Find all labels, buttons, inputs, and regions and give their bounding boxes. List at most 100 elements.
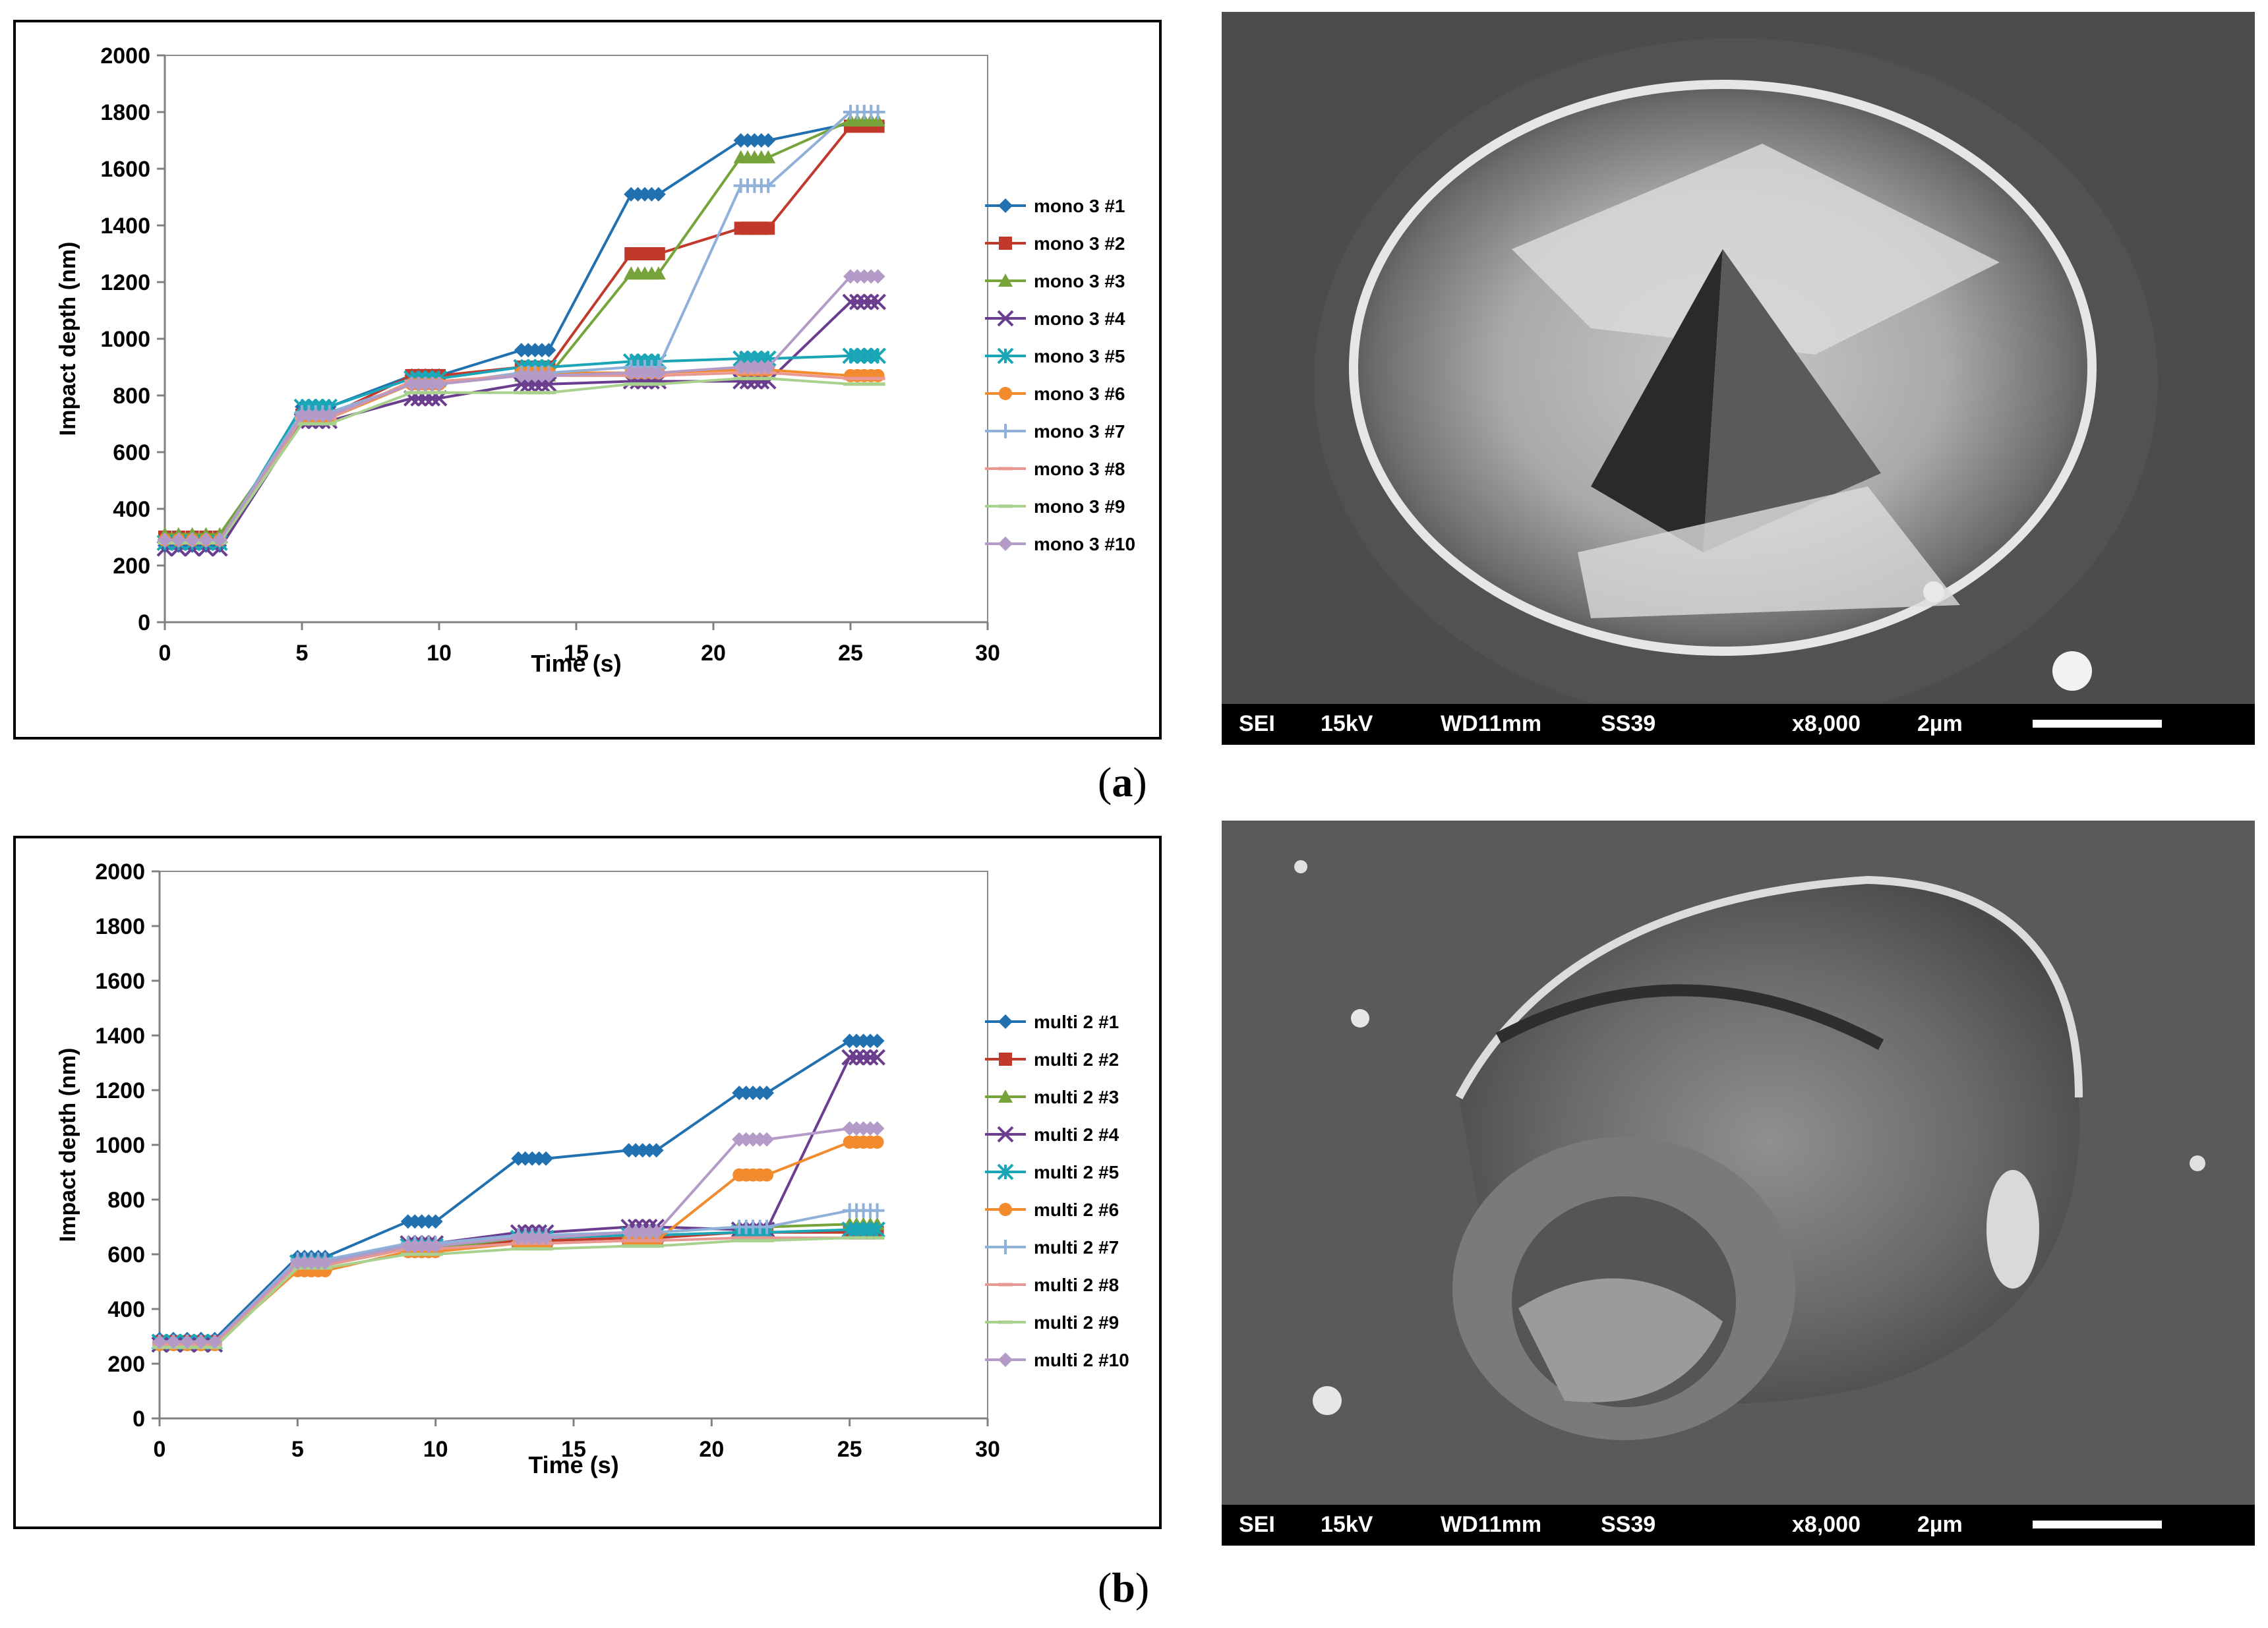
y-axis-label: Impact depth (nm): [55, 1048, 80, 1242]
legend-label: mono 3 #6: [1034, 384, 1125, 404]
y-tick-label: 200: [113, 554, 150, 579]
x-tick-label: 25: [838, 641, 863, 666]
x-tick-label: 25: [837, 1437, 862, 1462]
series-10: [158, 269, 885, 548]
series-line: [160, 1056, 878, 1346]
data-point: [432, 376, 446, 392]
data-point: [739, 373, 756, 390]
data-point: [649, 1225, 664, 1240]
data-point: [841, 1049, 858, 1066]
series-line: [165, 301, 878, 550]
x-tick-label: 10: [423, 1437, 448, 1462]
y-tick-label: 0: [133, 1407, 145, 1432]
y-tick-label: 600: [107, 1242, 145, 1267]
data-point: [862, 1221, 879, 1238]
data-point: [869, 1049, 885, 1066]
y-tick-label: 200: [107, 1352, 145, 1377]
chart-b: 0 200 400 600 800 1000 1200 1400 1600 1800 2000 0 5 1…: [13, 836, 1162, 1529]
legend-label: multi 2 #6: [1034, 1200, 1119, 1220]
legend-label: multi 2 #4: [1034, 1124, 1119, 1145]
legend-label: multi 2 #1: [1034, 1012, 1119, 1032]
legend-marker: [998, 1240, 1013, 1254]
legend-marker: [998, 1352, 1013, 1367]
sem-wd: WD11mm: [1441, 1512, 1542, 1537]
chart-a-svg: 0 200 400 600 800 1000 1200 1400 1600 1800 2000 0 5 1…: [55, 44, 1135, 677]
sem-scale-bar: [2033, 720, 2162, 728]
x-axis-label: Time (s): [531, 650, 621, 677]
data-point: [870, 1033, 885, 1049]
y-tick-label: 1000: [100, 327, 150, 352]
data-point: [856, 293, 873, 310]
sem-scale-label: 2µm: [1917, 711, 1963, 736]
data-point: [732, 373, 750, 390]
data-point: [862, 1049, 879, 1066]
sem-spot: SS39: [1601, 1512, 1656, 1537]
x-tick-label: 30: [975, 641, 1000, 666]
series-9: [152, 1236, 885, 1349]
x-tick-label: 5: [296, 641, 309, 666]
data-point: [152, 1334, 167, 1349]
y-tick-label: 1000: [95, 1133, 145, 1158]
data-point: [869, 1221, 885, 1238]
y-tick-label: 1800: [100, 100, 150, 125]
data-point: [761, 178, 776, 193]
data-point: [870, 1203, 885, 1218]
y-tick-label: 1200: [100, 270, 150, 295]
data-point: [870, 1121, 885, 1136]
data-point: [870, 105, 885, 119]
legend-label: mono 3 #8: [1034, 459, 1125, 479]
y-tick-label: 0: [138, 610, 150, 635]
data-point: [428, 1214, 443, 1229]
data-point: [207, 1334, 222, 1349]
series-line: [165, 275, 878, 542]
legend-label: mono 3 #4: [1034, 308, 1125, 329]
data-point: [760, 373, 777, 390]
y-axis-label: Impact depth (nm): [55, 242, 80, 436]
legend-marker: [998, 274, 1013, 287]
legend-marker: [999, 237, 1012, 250]
series-line: [165, 111, 878, 542]
data-point: [322, 408, 337, 423]
sem-scale-bar: [2033, 1521, 2162, 1528]
data-point: [539, 1231, 554, 1246]
data-point: [651, 266, 666, 280]
series-4: [151, 1049, 885, 1353]
legend-marker: [998, 1014, 1013, 1029]
sem-image-b: SEI 15kV WD11mm SS39 x8,000 2µm: [1222, 821, 2255, 1546]
legend-label: multi 2 #2: [1034, 1049, 1119, 1070]
sem-detector: SEI: [1239, 1512, 1275, 1537]
sem-spot: SS39: [1601, 711, 1656, 736]
legend-label: mono 3 #9: [1034, 496, 1125, 517]
chart-b-svg: 0 200 400 600 800 1000 1200 1400 1600 1800 2000 0 5 1…: [55, 859, 1129, 1478]
data-point: [746, 373, 763, 390]
data-point: [428, 1238, 443, 1254]
data-point: [870, 1135, 884, 1149]
panel-label-a: (a): [1098, 759, 1147, 805]
sem-image-a: SEI 15kV WD11mm SS39 x8,000 2µm: [1222, 12, 2255, 745]
series-4: [156, 293, 887, 557]
data-point: [849, 347, 866, 364]
data-point: [193, 1334, 208, 1349]
data-point: [165, 1334, 181, 1349]
data-point: [760, 1168, 774, 1182]
legend-marker: [999, 1203, 1012, 1216]
data-point: [761, 221, 775, 235]
data-point: [212, 533, 227, 548]
legend-label: multi 2 #5: [1034, 1162, 1119, 1182]
data-point: [651, 365, 666, 380]
series-9: [158, 376, 885, 545]
data-point: [841, 1221, 858, 1238]
x-tick-label: 15: [561, 1437, 586, 1462]
data-point: [842, 293, 859, 310]
sem-info-bar-b: SEI 15kV WD11mm SS39 x8,000 2µm: [1222, 1505, 2255, 1546]
data-point: [318, 1255, 333, 1270]
data-point: [541, 343, 556, 358]
data-point: [539, 1151, 554, 1166]
legend-marker: [997, 1126, 1014, 1143]
y-tick-label: 1200: [95, 1078, 145, 1103]
series-10: [152, 1121, 885, 1349]
data-point: [185, 533, 200, 548]
series-1: [158, 116, 885, 553]
sem-voltage: 15kV: [1321, 711, 1373, 736]
data-point: [862, 347, 880, 364]
